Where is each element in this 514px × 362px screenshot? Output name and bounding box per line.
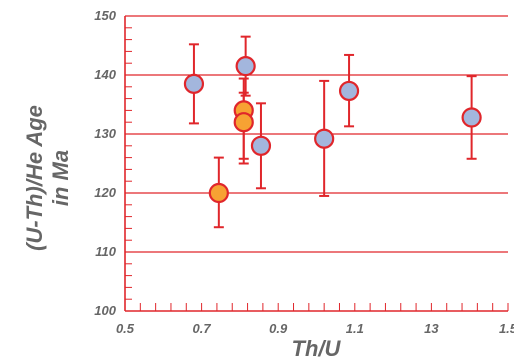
blue-data-point	[183, 73, 205, 94]
tick-marks	[124, 15, 509, 312]
y-axis-title-line1: (U-Th)/He Age	[22, 105, 47, 251]
x-tick-label: 1.5	[499, 321, 514, 336]
y-tick-label: 100	[94, 303, 116, 318]
blue-data-point	[250, 135, 272, 156]
x-tick-label: 13	[424, 321, 439, 336]
y-tick-label: 140	[94, 67, 116, 82]
x-tick-label: 0.9	[269, 321, 288, 336]
x-tick-label: 0.7	[193, 321, 212, 336]
y-tick-label: 110	[95, 244, 116, 259]
error-bars	[188, 35, 477, 229]
y-tick-label: 150	[94, 8, 116, 23]
orange-data-point	[208, 182, 229, 204]
tick-labels: 100 110 120 130 140 150 0.5 0.7 0.9 1.1 13 1.5	[94, 8, 514, 336]
y-axis-title: (U-Th)/He Age in Ma	[22, 105, 73, 251]
orange-data-point	[233, 112, 254, 133]
data-points	[183, 56, 482, 204]
blue-data-point	[314, 128, 335, 149]
blue-data-point	[461, 107, 482, 128]
x-axis-title: Th/U	[292, 336, 342, 361]
y-axis-title-line2: in Ma	[48, 150, 73, 206]
x-tick-label: 0.5	[116, 321, 135, 336]
blue-data-point	[235, 56, 256, 77]
y-tick-label: 120	[94, 185, 116, 200]
axes	[124, 16, 508, 312]
x-tick-label: 1.1	[346, 321, 364, 336]
blue-data-point	[338, 80, 360, 102]
y-tick-label: 130	[94, 126, 116, 141]
